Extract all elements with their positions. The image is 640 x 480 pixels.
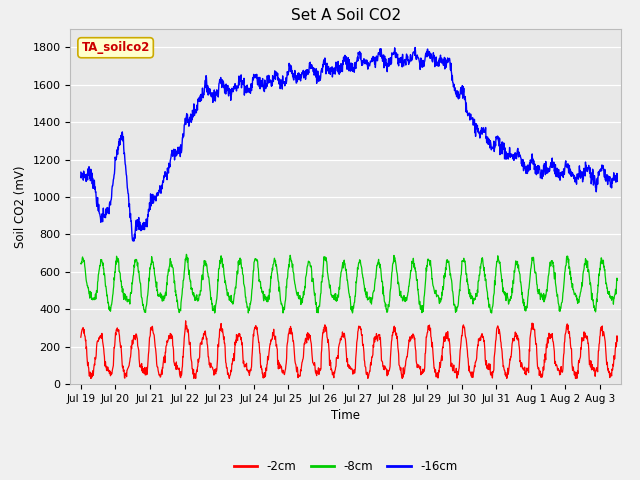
-2cm: [383, 369, 390, 374]
-16cm: [326, 70, 333, 75]
-2cm: [77, 335, 84, 340]
-16cm: [77, 169, 84, 175]
-8cm: [77, 261, 84, 266]
-8cm: [614, 277, 621, 283]
-2cm: [305, 334, 313, 339]
-8cm: [118, 289, 126, 295]
-2cm: [141, 370, 148, 375]
Line: -2cm: -2cm: [81, 321, 618, 378]
-16cm: [131, 238, 138, 244]
-2cm: [87, 375, 95, 381]
-8cm: [211, 310, 218, 316]
-16cm: [412, 45, 419, 50]
-16cm: [383, 60, 390, 66]
-8cm: [182, 252, 190, 257]
-2cm: [326, 357, 333, 363]
-16cm: [118, 129, 126, 135]
-16cm: [316, 76, 324, 82]
Y-axis label: Soil CO2 (mV): Soil CO2 (mV): [14, 165, 27, 248]
-16cm: [614, 179, 621, 184]
-8cm: [316, 294, 324, 300]
Title: Set A Soil CO2: Set A Soil CO2: [291, 9, 401, 24]
-16cm: [305, 70, 312, 76]
-16cm: [141, 227, 148, 232]
Text: TA_soilco2: TA_soilco2: [81, 41, 150, 54]
Line: -8cm: -8cm: [81, 254, 618, 313]
-8cm: [326, 282, 333, 288]
Line: -16cm: -16cm: [81, 48, 618, 241]
-8cm: [140, 307, 148, 312]
-8cm: [305, 259, 313, 264]
X-axis label: Time: Time: [331, 409, 360, 422]
-2cm: [119, 365, 127, 371]
-2cm: [316, 367, 324, 373]
Legend: -2cm, -8cm, -16cm: -2cm, -8cm, -16cm: [229, 455, 462, 478]
-2cm: [182, 318, 189, 324]
-2cm: [614, 338, 621, 344]
-8cm: [383, 310, 390, 315]
